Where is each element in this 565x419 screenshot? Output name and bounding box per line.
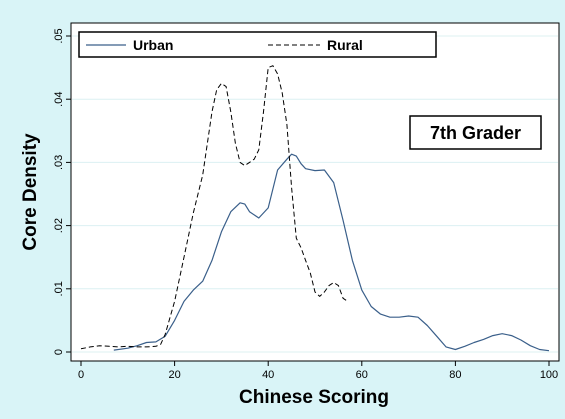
y-tick-label-5: .05 xyxy=(53,28,65,43)
legend-box xyxy=(78,31,437,58)
y-axis-title: Core Density xyxy=(20,133,41,251)
x-tick-label-3: 60 xyxy=(356,369,368,381)
legend-rural-label: Rural xyxy=(327,37,363,53)
annotation-box: 7th Grader xyxy=(409,115,542,150)
plot-area xyxy=(70,22,560,362)
y-tick-label-3: .03 xyxy=(53,155,65,170)
x-tick-label-5: 100 xyxy=(540,369,558,381)
y-tick-label-0: 0 xyxy=(53,349,65,355)
legend: Urban Rural xyxy=(78,31,437,58)
x-axis-title: Chinese Scoring xyxy=(239,387,389,408)
y-tick-label-1: .01 xyxy=(53,281,65,296)
axes: 0 .01 .02 .03 .04 .05 0 20 40 60 80 100 xyxy=(53,28,558,381)
x-tick-label-4: 80 xyxy=(449,369,461,381)
annotation-label: 7th Grader xyxy=(430,123,521,143)
x-tick-label-2: 40 xyxy=(262,369,274,381)
annotation-border xyxy=(409,115,542,150)
legend-urban-label: Urban xyxy=(133,37,173,53)
series-line-rural xyxy=(80,65,349,350)
x-tick-label-1: 20 xyxy=(168,369,180,381)
series-lines xyxy=(80,65,550,352)
y-tick-label-2: .02 xyxy=(53,218,65,233)
y-tick-label-4: .04 xyxy=(53,92,65,107)
series-line-urban xyxy=(113,153,550,352)
x-tick-label-0: 0 xyxy=(78,369,84,381)
